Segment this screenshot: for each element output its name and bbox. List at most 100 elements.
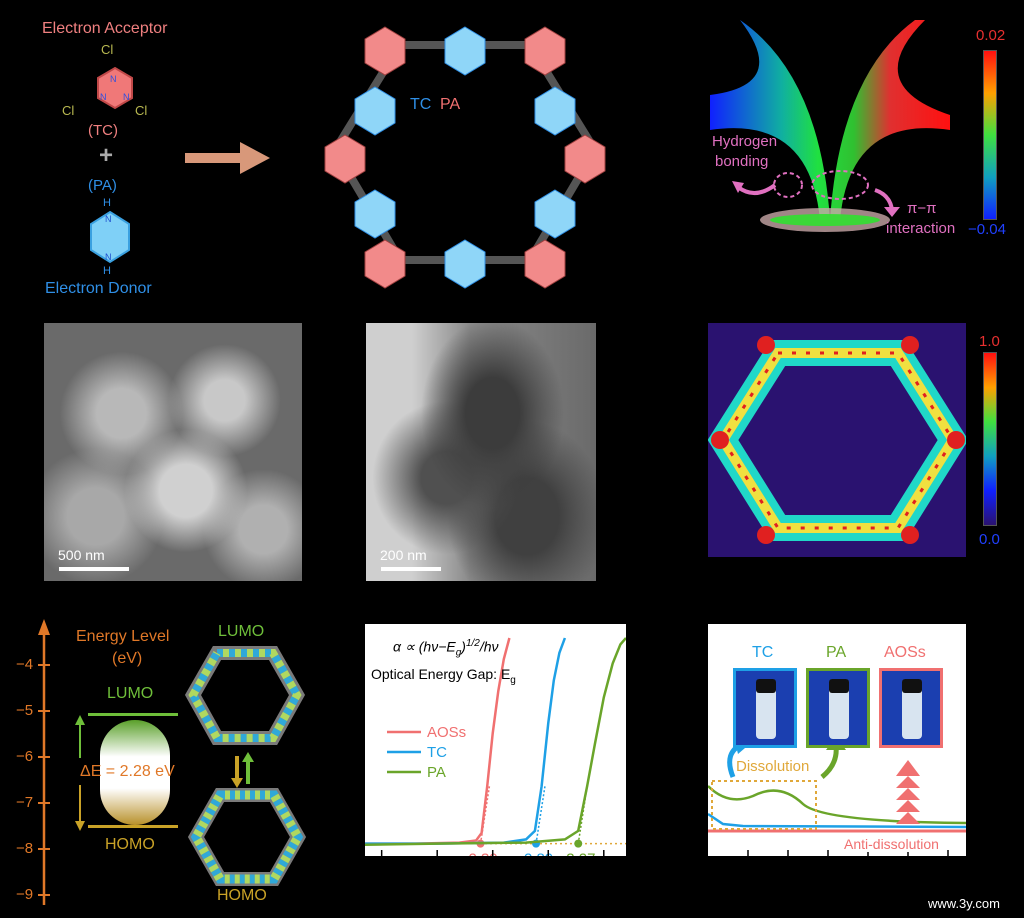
- gap-bubble: [100, 720, 170, 825]
- ylabel-sup: 2: [340, 744, 351, 751]
- energy-tick-3: −6: [16, 748, 34, 765]
- lumo-line: [88, 713, 178, 716]
- tc-label: (TC): [88, 122, 118, 139]
- igm-scatter: [710, 20, 950, 220]
- tauc-plot: 2.39AOSs2.89TC3.27PA α ∝ (hν−Eg)1/2/hν O…: [363, 622, 628, 858]
- anti-dissolution-label: Anti-dissolution: [844, 836, 939, 852]
- panel-c: Hydrogen bonding π−π interaction 0.02 −0…: [700, 10, 1024, 300]
- formula-main: α ∝ (hν−E: [393, 638, 456, 655]
- svg-text:N: N: [110, 74, 117, 84]
- legend-label-tc: TC: [427, 744, 447, 761]
- cl-right: Cl: [135, 103, 148, 118]
- xlabel-main: Wavenumber (cm: [752, 881, 886, 901]
- anti-dissolution-arrow: [896, 760, 920, 824]
- formula-sup: 1/2: [465, 638, 480, 649]
- svg-text:N: N: [105, 214, 112, 224]
- solubility-xtick-3: 350: [813, 860, 839, 877]
- colorbar-c: [983, 50, 997, 220]
- tauc-formula: α ∝ (hν−Eg)1/2/hν: [393, 638, 499, 658]
- h-bottom: H: [103, 265, 111, 277]
- pa-molecule: N N: [90, 210, 130, 264]
- energy-tick-2: −5: [16, 702, 34, 719]
- sem-image: 500 nm: [44, 323, 302, 581]
- tauc-ylabel: (αhν)2 (a.u.): [340, 705, 358, 784]
- orbital-lumo-label: LUMO: [218, 623, 265, 640]
- legend-label-pa: PA: [427, 764, 446, 781]
- vial-aos-label: AOSs: [884, 644, 926, 661]
- panel-h: −4 −5 −6 −7 −8 −9 Energy Level (eV) LUMO…: [0, 615, 310, 918]
- solubility-xlabel: Wavenumber (cm−1): [752, 881, 904, 902]
- cl-left: Cl: [62, 103, 75, 118]
- solubility-xtick-4: 400: [853, 860, 879, 877]
- tc-molecule: N N N: [97, 66, 133, 110]
- xlabel-sup: −1: [885, 881, 899, 893]
- colorbar-f-min: 0.0: [979, 531, 1000, 548]
- formula-tail: /hν: [479, 638, 499, 655]
- vial-pa-label: PA: [826, 644, 847, 661]
- orbital-arrows: [231, 752, 254, 788]
- plus-sign: +: [99, 142, 114, 169]
- ylabel-unit: (a.u.): [341, 705, 358, 745]
- tauc-xtick-label: 2.0: [426, 860, 448, 877]
- onset-label-aoss: 2.39: [469, 851, 498, 856]
- gap-arrows: [75, 715, 85, 831]
- sem-scalebar-label: 500 nm: [58, 547, 105, 563]
- tem-image: 200 nm: [366, 323, 596, 581]
- dimer-model: [760, 208, 890, 232]
- pipi-label-1: π−π: [907, 200, 937, 217]
- vial-pa-bottle: [829, 679, 849, 739]
- energy-title-1: Energy Level: [76, 628, 170, 645]
- svg-text:N: N: [105, 252, 112, 262]
- tauc-xlabel: Photon Energy (eV): [408, 880, 558, 899]
- solubility-xtick-2: 300: [773, 860, 799, 877]
- hbond-label-1: Hydrogen: [712, 133, 778, 150]
- donor-label: Electron Donor: [45, 280, 152, 297]
- energy-tick-6: −9: [16, 886, 34, 903]
- solubility-plot: TC PA AOSs Dissolution Anti-dissolution: [706, 622, 968, 858]
- tangent-tc: [535, 786, 546, 844]
- vial-pa: [806, 668, 870, 748]
- svg-text:N: N: [100, 92, 107, 102]
- onset-label-pa: 3.27: [566, 851, 595, 856]
- panel-a: Electron Acceptor Cl N N N Cl Cl (TC) + …: [0, 0, 300, 310]
- tauc-gap-text: Optical Energy Gap: Eg: [371, 666, 516, 686]
- colorbar-f-max: 1.0: [979, 333, 1000, 350]
- tangent-pa: [577, 786, 588, 844]
- elf-ring: [708, 336, 966, 544]
- dashed-ellipses: [773, 170, 869, 200]
- gap-label: ΔE = 2.28 eV: [80, 763, 175, 780]
- energy-tick-4: −7: [16, 794, 34, 811]
- pa-label: (PA): [88, 177, 117, 194]
- hbond-arrow: [732, 181, 777, 195]
- tauc-xtick-label: 3.5: [592, 860, 614, 877]
- orbital-homo: [188, 788, 306, 886]
- homo-line: [88, 825, 178, 828]
- solubility-xtick-5: 450: [893, 860, 919, 877]
- energy-axis: [38, 619, 50, 905]
- elf-map: [708, 323, 966, 557]
- energy-tick-5: −8: [16, 840, 34, 857]
- hbond-label-2: bonding: [715, 153, 769, 170]
- homo-label: HOMO: [105, 836, 155, 853]
- colorbar-f: [983, 352, 997, 526]
- tauc-xtick-label: 2.5: [481, 860, 503, 877]
- vial-tc: [733, 668, 797, 748]
- onset-point-pa: [574, 839, 583, 848]
- gap-text: Optical Energy Gap: E: [371, 666, 511, 682]
- tangent-aoss: [479, 786, 491, 844]
- colorbar-c-max: 0.02: [976, 27, 1006, 44]
- formula-rest: ): [461, 638, 466, 655]
- sem-scalebar: [59, 567, 129, 571]
- vial-aos-bottle: [902, 679, 922, 739]
- solubility-xtick-1: 250: [733, 860, 759, 877]
- orbital-homo-label: HOMO: [217, 887, 267, 904]
- cl-top: Cl: [101, 42, 114, 57]
- pipi-arrow: [874, 188, 900, 217]
- tauc-chart: 2.39 AOSs 2.89 TC 3.27 PA: [365, 637, 626, 856]
- gap-sub: g: [510, 674, 516, 686]
- tauc-xtick-label: 3.0: [537, 860, 559, 877]
- tauc-xtick-label: 1.5: [370, 860, 392, 877]
- lumo-label: LUMO: [107, 685, 154, 702]
- dissolution-label: Dissolution: [736, 758, 810, 775]
- ring-pa-label: PA: [440, 96, 460, 113]
